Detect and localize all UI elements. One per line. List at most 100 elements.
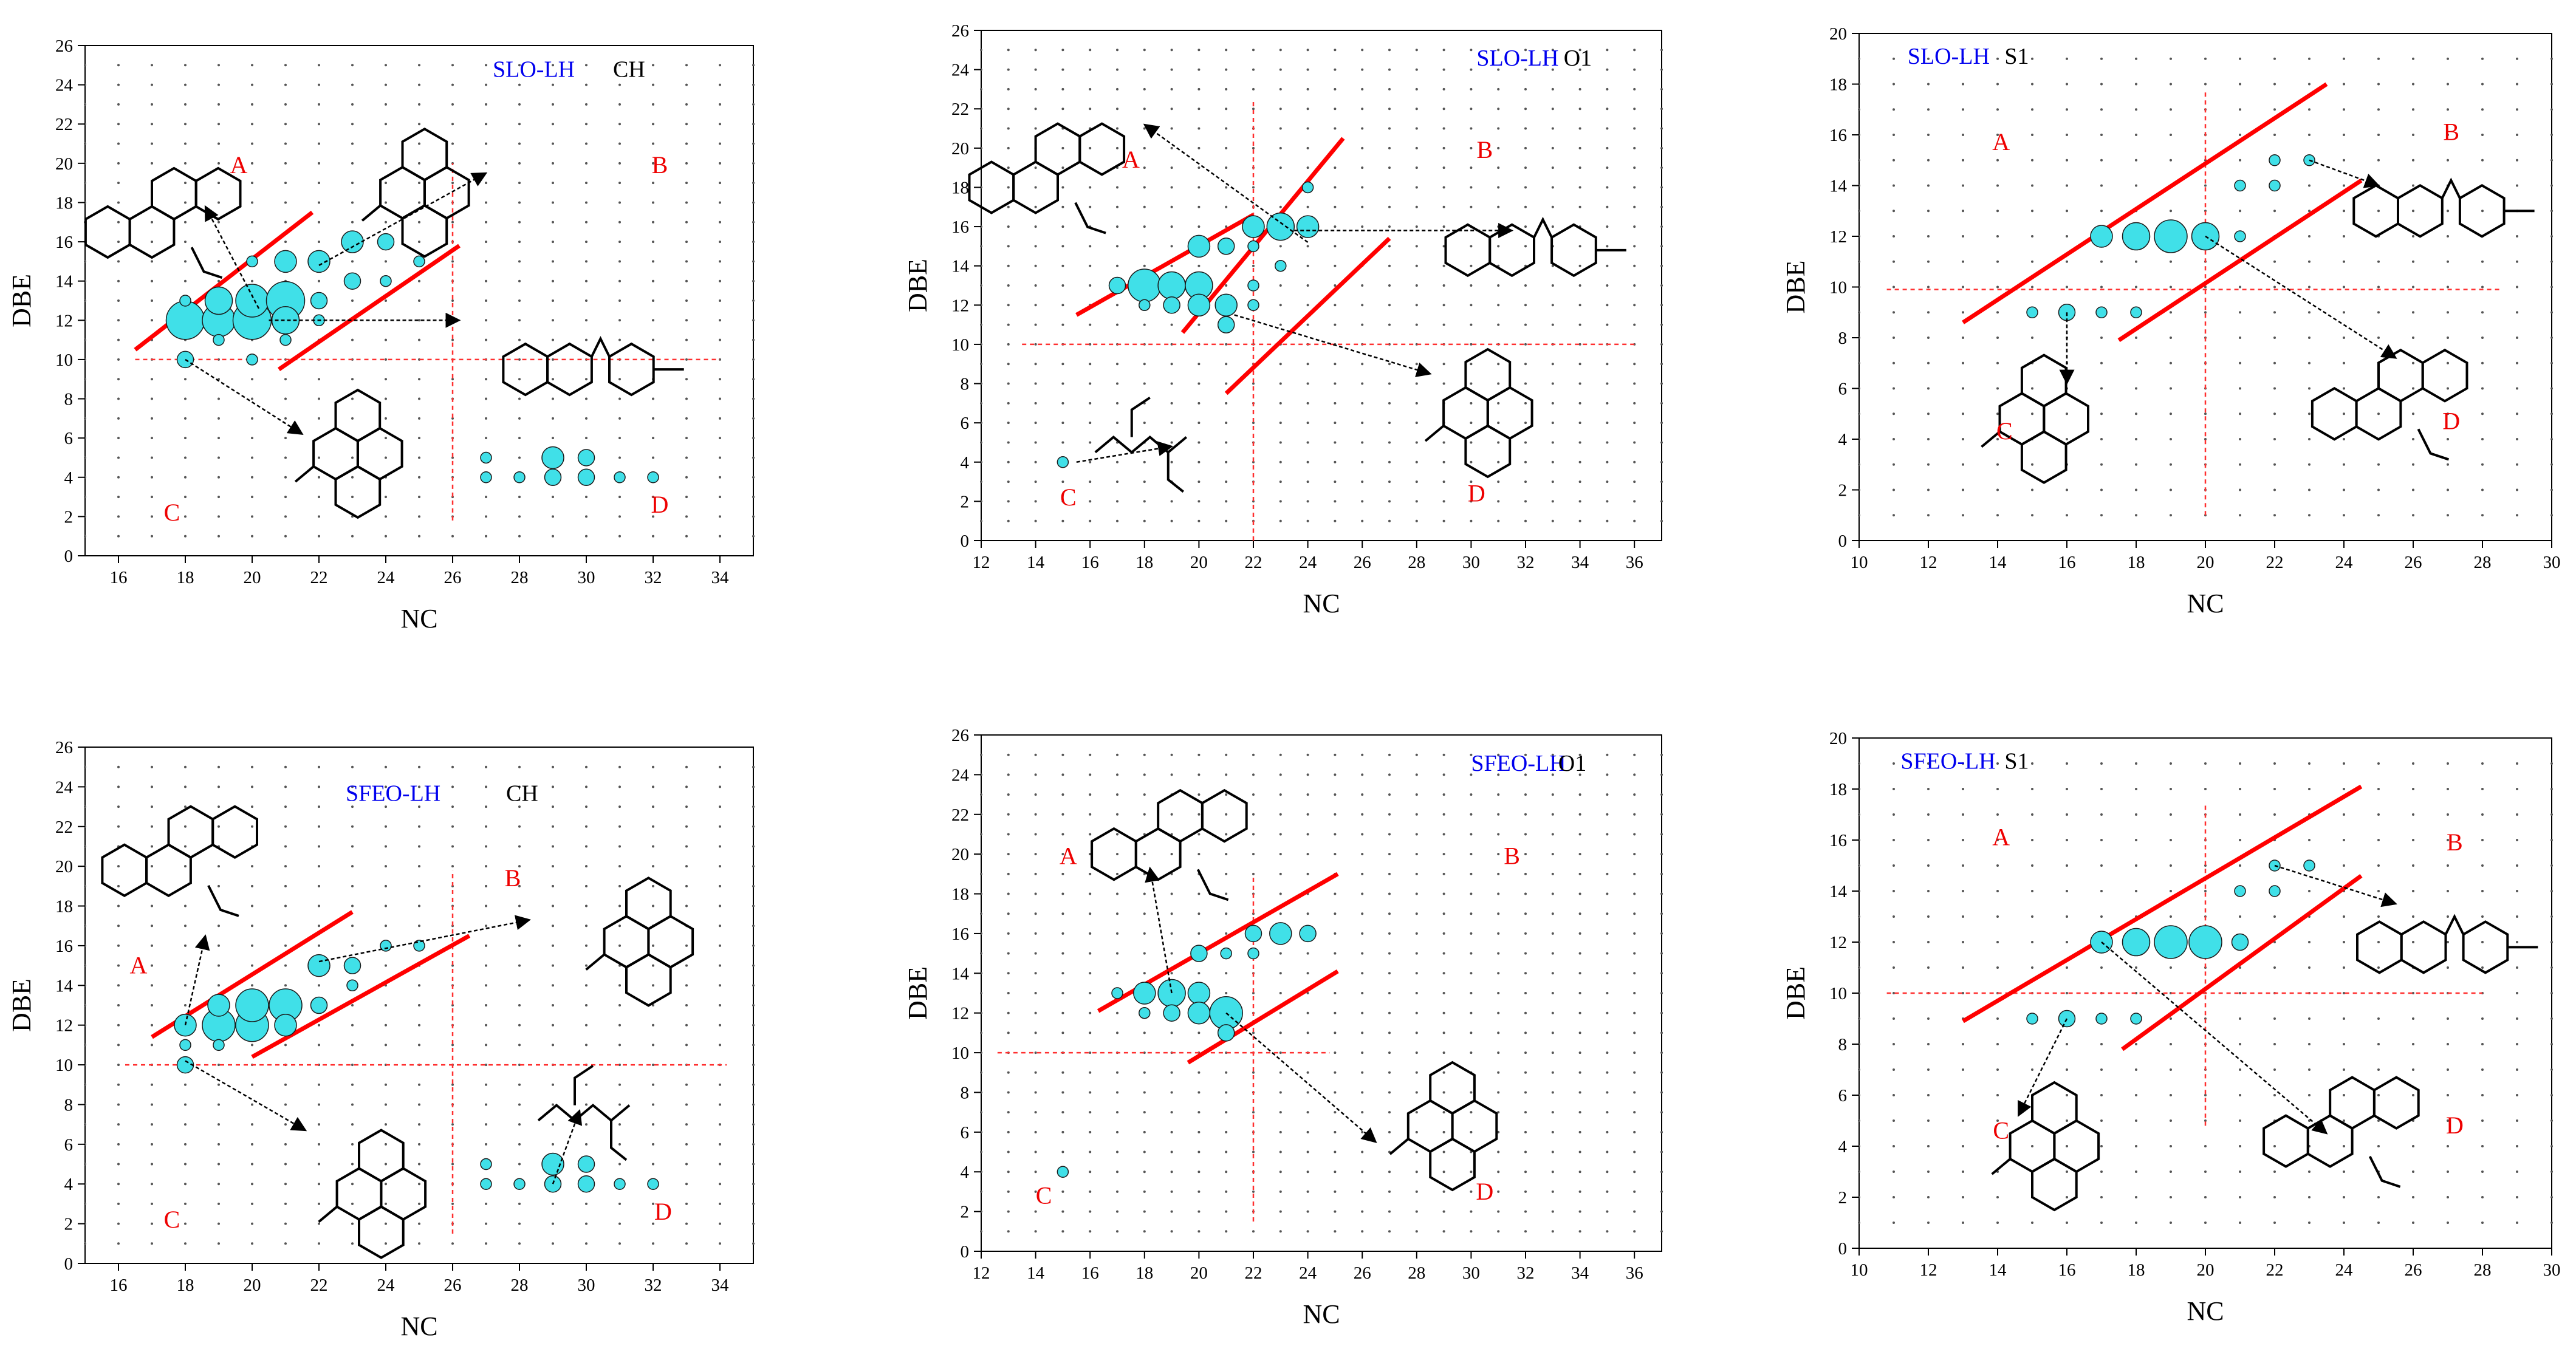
grid-dot: [2135, 762, 2137, 765]
grid-dot: [1007, 460, 1010, 463]
grid-dot: [351, 765, 354, 768]
grid-dot: [1442, 441, 1445, 444]
grid-dot: [552, 944, 554, 947]
grid-dot: [1470, 892, 1473, 895]
grid-dot: [117, 476, 120, 479]
grid-dot: [1306, 166, 1309, 169]
region-label-c: C: [1036, 1182, 1052, 1209]
grid-dot: [1497, 205, 1500, 208]
grid-dot: [1361, 422, 1364, 425]
data-point: [1296, 215, 1320, 238]
grid-dot: [2516, 1068, 2518, 1071]
grid-dot: [2066, 1043, 2068, 1045]
y-tick-label: 22: [55, 115, 73, 134]
grid-dot: [451, 182, 454, 185]
structure-chain: [1424, 425, 1445, 442]
x-tick-label: 30: [2543, 1260, 2561, 1280]
grid-dot: [1962, 108, 1964, 111]
grid-dot: [351, 456, 354, 459]
grid-dot: [318, 1083, 320, 1086]
grid-dot: [685, 417, 688, 420]
grid-dot: [184, 1242, 187, 1245]
grid-dot: [1361, 753, 1364, 756]
grid-dot: [1388, 68, 1391, 71]
grid-dot: [1007, 284, 1010, 287]
grid-dot: [284, 476, 287, 479]
data-point: [480, 471, 492, 484]
grid-dot: [2308, 463, 2311, 466]
grid-dot: [2066, 57, 2068, 60]
grid-dot: [1034, 1210, 1037, 1213]
grid-dot: [752, 865, 755, 868]
grid-dot: [1306, 972, 1309, 975]
grid-dot: [1143, 952, 1146, 955]
grid-dot: [1306, 304, 1309, 307]
grid-dot: [2204, 184, 2207, 187]
grid-dot: [385, 123, 387, 126]
grid-dot: [1034, 1130, 1037, 1133]
grid-dot: [618, 260, 621, 263]
y-tick-label: 6: [1838, 1086, 1848, 1105]
grid-dot: [1306, 382, 1309, 385]
grid-dot: [1962, 57, 1964, 60]
grid-dot: [1633, 1091, 1636, 1094]
grid-dot: [1361, 892, 1364, 895]
grid-dot: [1116, 245, 1118, 248]
grid-dot: [2239, 488, 2241, 491]
grid-dot: [719, 142, 721, 145]
grid-dot: [2550, 285, 2553, 289]
grid-dot: [1143, 323, 1146, 326]
grid-dot: [1996, 311, 1999, 314]
grid-dot: [1170, 892, 1173, 895]
y-tick-label: 20: [1829, 24, 1847, 44]
grid-dot: [1306, 480, 1309, 484]
grid-dot: [1996, 839, 1999, 841]
x-tick-label: 32: [1517, 1263, 1535, 1283]
x-tick-label: 32: [1517, 553, 1535, 572]
grid-dot: [1007, 992, 1010, 994]
grid-dot: [1361, 773, 1364, 776]
grid-dot: [1034, 323, 1037, 326]
grid-dot: [585, 182, 587, 185]
grid-dot: [1197, 519, 1201, 522]
grid-dot: [1578, 264, 1581, 267]
data-point: [165, 301, 205, 340]
y-tick-label: 18: [55, 193, 73, 213]
grid-dot: [2066, 1170, 2068, 1173]
grid-dot: [1551, 1150, 1554, 1153]
grid-dot: [2031, 412, 2033, 415]
grid-dot: [251, 123, 253, 126]
grid-dot: [1660, 500, 1663, 503]
grid-dot: [1034, 1011, 1037, 1014]
grid-dot: [1660, 519, 1663, 522]
grid-dot: [1225, 146, 1228, 149]
grid-dot: [318, 397, 320, 400]
grid-dot: [1007, 108, 1010, 111]
grid-dot: [2447, 915, 2449, 918]
grid-dot: [552, 397, 554, 400]
structure-ring: [1550, 223, 1597, 278]
grid-dot: [1927, 1170, 1930, 1173]
grid-dot: [1388, 146, 1391, 149]
grid-dot: [184, 417, 187, 420]
x-tick-label: 34: [711, 568, 730, 587]
grid-dot: [2550, 941, 2553, 943]
grid-dot: [1962, 361, 1964, 364]
grid-dot: [618, 1004, 621, 1006]
grid-dot: [618, 1163, 621, 1166]
grid-dot: [2273, 1043, 2276, 1045]
grid-dot: [218, 1064, 220, 1067]
grid-dot: [618, 162, 621, 165]
x-tick-label: 26: [1354, 1263, 1371, 1283]
grid-dot: [1252, 833, 1255, 836]
structure-ring: [358, 1129, 405, 1183]
grid-dot: [2066, 83, 2068, 86]
data-point: [1217, 237, 1235, 255]
grid-dot: [1170, 1170, 1173, 1174]
annotation-arrow: [2018, 1018, 2068, 1117]
grid-dot: [1524, 773, 1527, 776]
grid-dot: [1497, 402, 1500, 405]
grid-dot: [1551, 363, 1554, 366]
grid-dot: [2412, 992, 2414, 994]
grid-dot: [151, 260, 153, 263]
